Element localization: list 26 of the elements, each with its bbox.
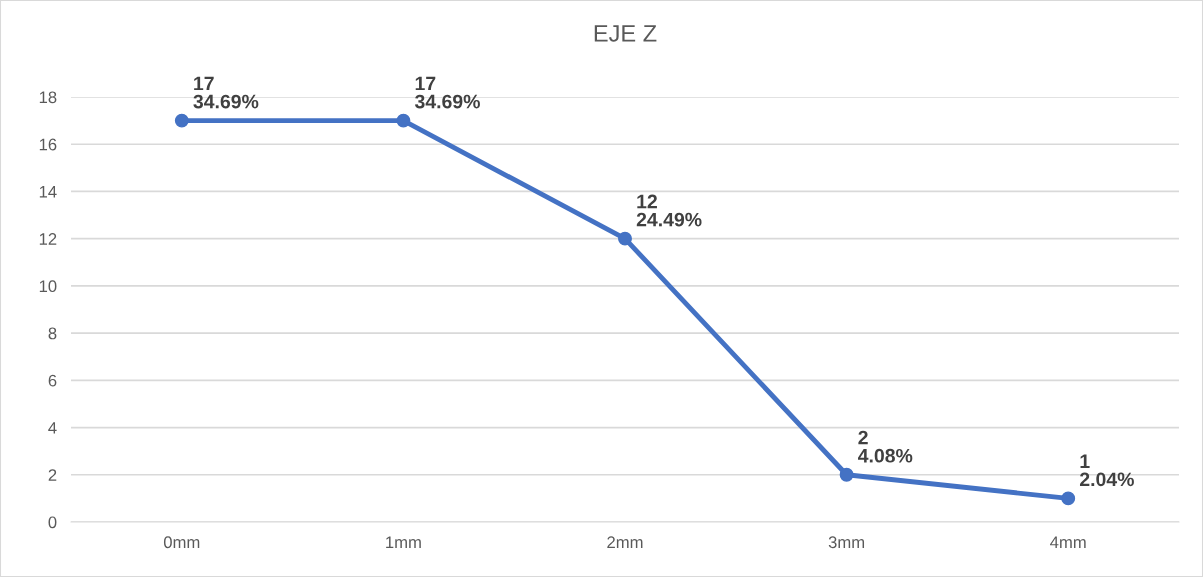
data-label: 17 34.69% [193, 76, 259, 109]
x-tick-label: 1mm [386, 536, 421, 548]
data-label: 1 2.04% [1079, 454, 1134, 487]
point [396, 113, 411, 128]
point [839, 467, 854, 482]
y-tick-label: 0 [48, 516, 57, 529]
x-tick-label: 4mm [1050, 536, 1086, 548]
data-label: 17 34.69% [414, 76, 480, 109]
y-tick-label: 16 [39, 138, 57, 151]
y-tick-label: 18 [39, 91, 57, 104]
y-tick-label: 8 [48, 327, 57, 340]
data-label: 12 24.49% [636, 194, 702, 227]
data-label: 2 4.08% [858, 430, 913, 463]
point [618, 231, 632, 246]
y-tick-label: 4 [48, 422, 57, 434]
point [174, 113, 189, 128]
y-tick-label: 6 [48, 374, 57, 387]
y-tick-label: 2 [48, 469, 57, 481]
x-tick-label: 2mm [607, 536, 643, 548]
x-tick-label: 0mm [163, 536, 200, 549]
point [1061, 491, 1076, 506]
y-tick-label: 14 [39, 186, 57, 198]
y-tick-label: 10 [39, 280, 57, 293]
chart-title: EJE Z [594, 25, 657, 42]
x-tick-label: 3mm [828, 536, 865, 549]
y-tick-label: 12 [39, 233, 57, 245]
